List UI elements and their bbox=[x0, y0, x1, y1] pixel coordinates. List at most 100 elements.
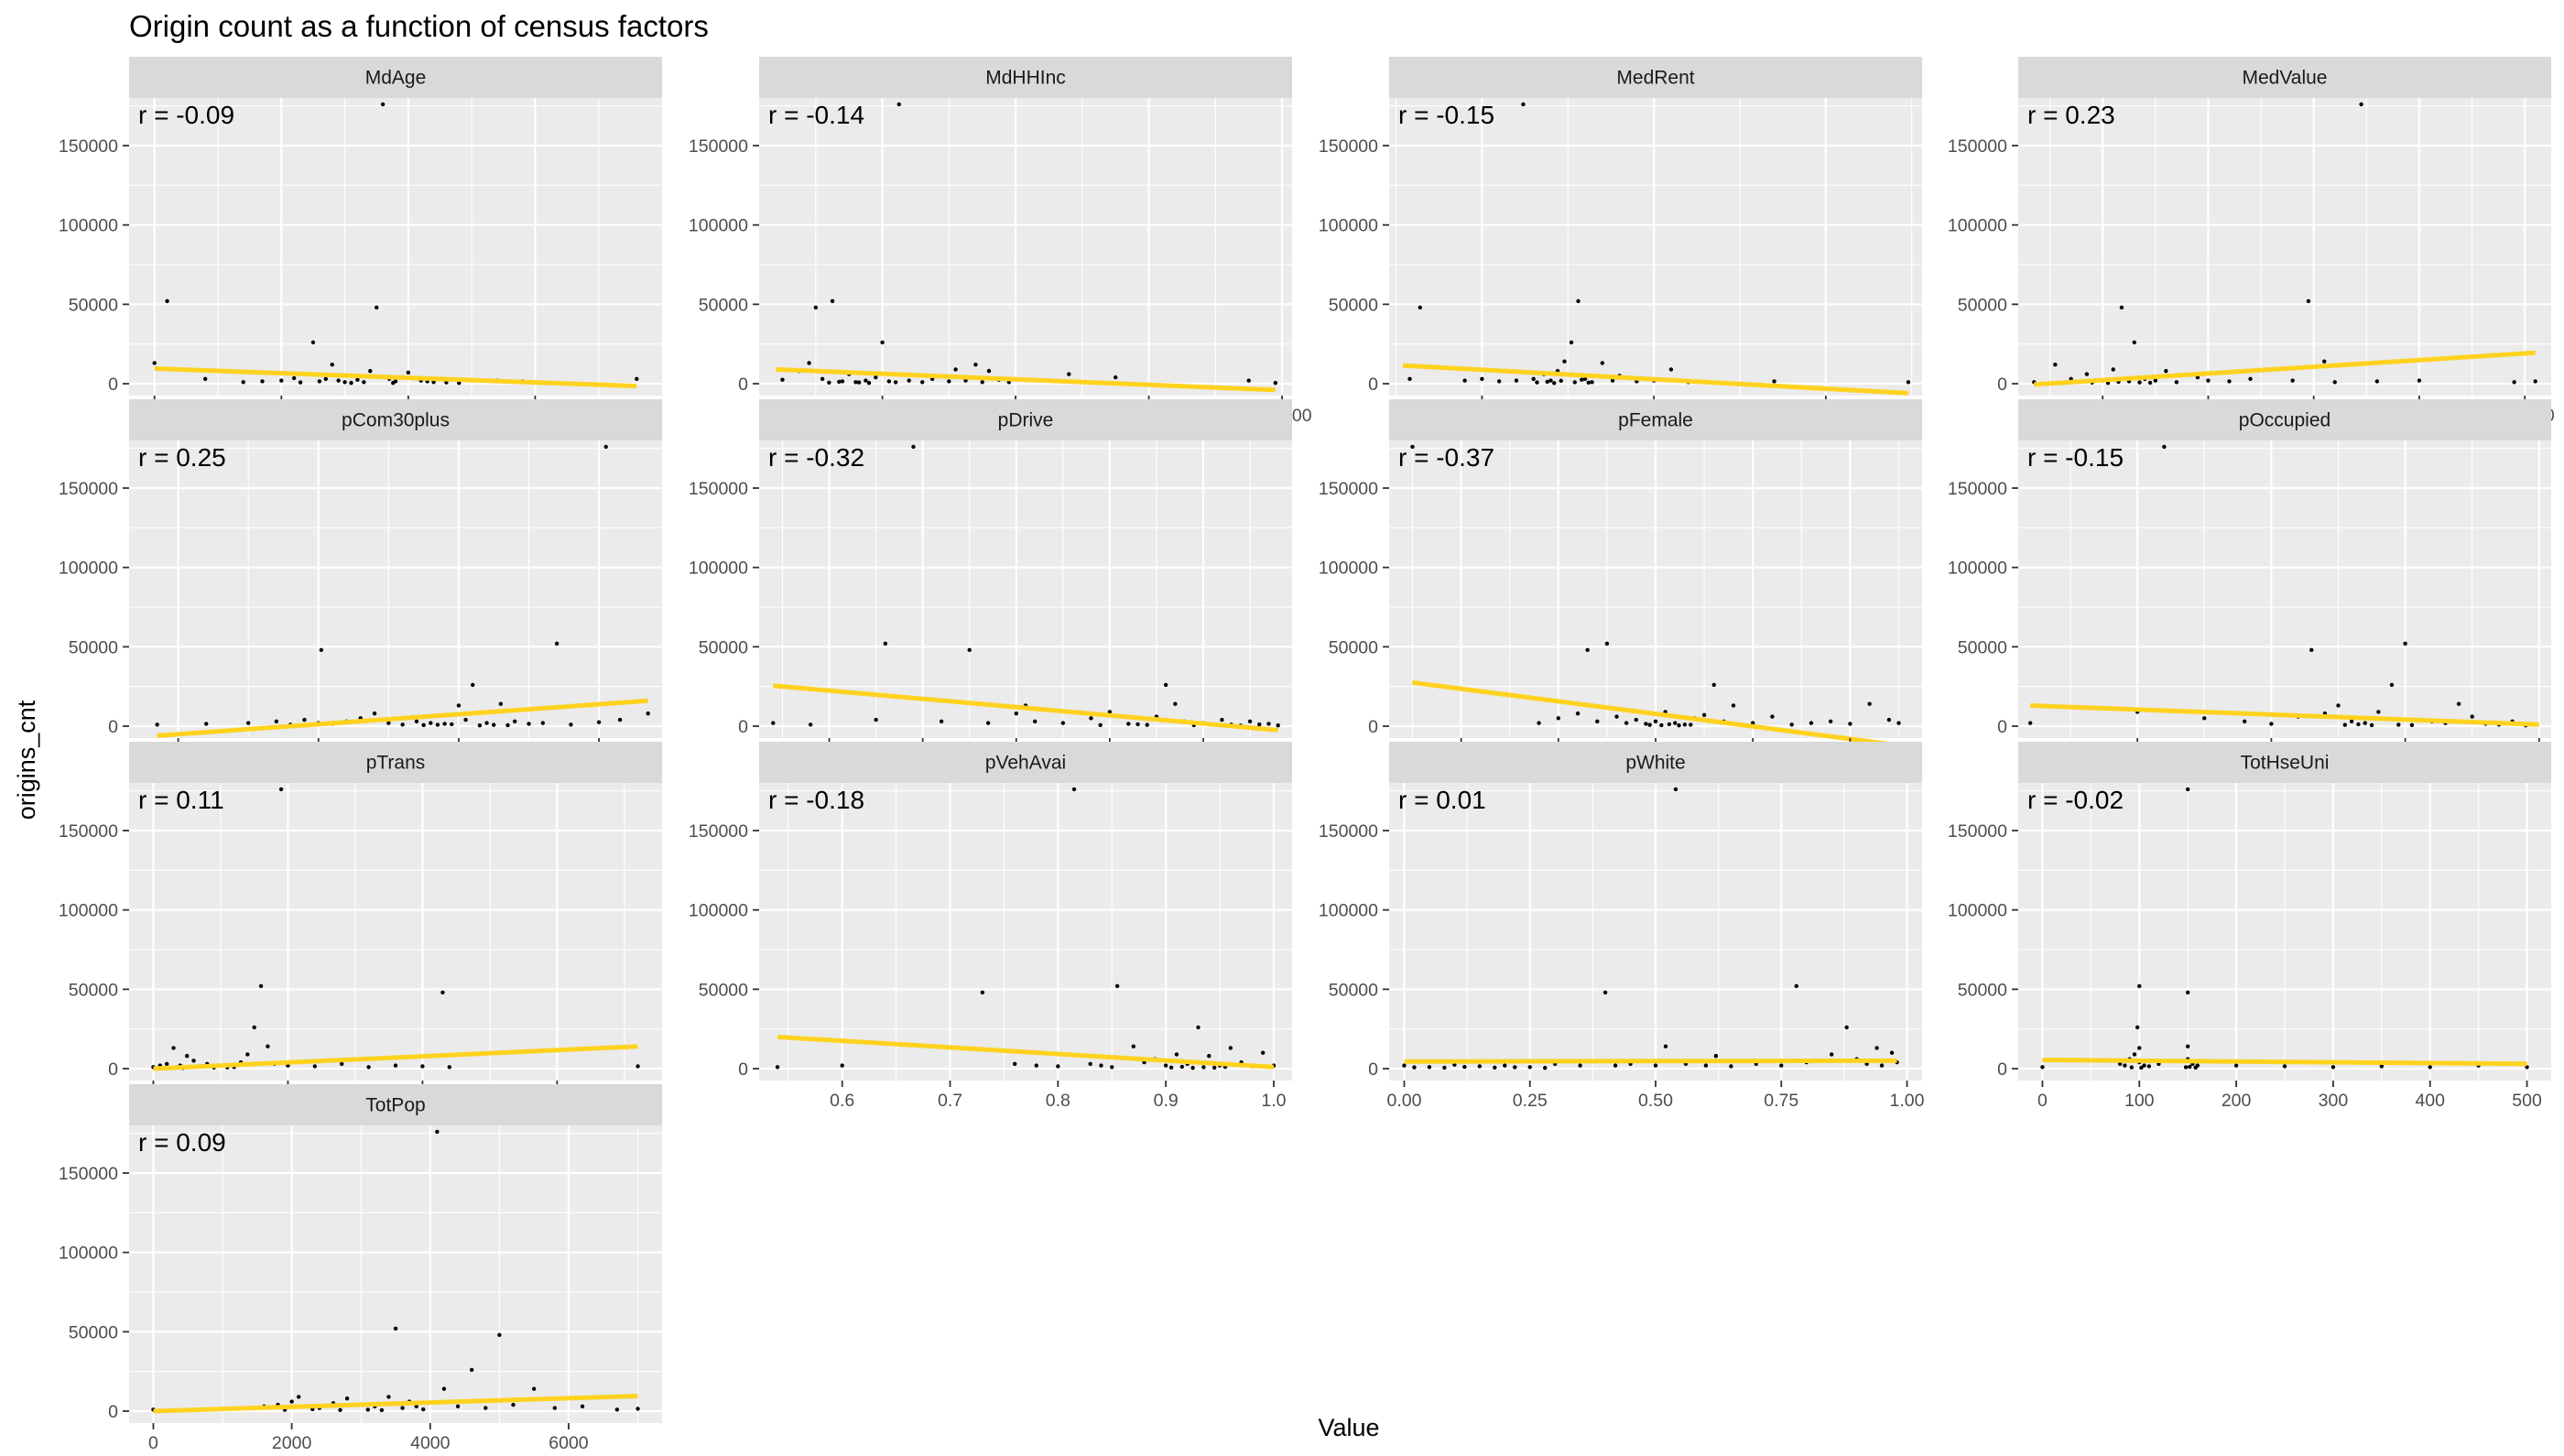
data-point bbox=[1257, 722, 1262, 727]
data-point bbox=[646, 711, 650, 716]
data-point bbox=[1513, 1065, 1517, 1070]
y-tick-label: 0 bbox=[1368, 375, 1378, 395]
data-point bbox=[2470, 714, 2474, 719]
facet-strip-label: pCom30plus bbox=[342, 410, 450, 431]
facet-strip-label: pOccupied bbox=[2239, 410, 2330, 431]
y-tick-label: 100000 bbox=[59, 1244, 118, 1264]
data-point bbox=[2137, 983, 2142, 989]
correlation-label: r = 0.09 bbox=[138, 1128, 226, 1157]
data-point bbox=[2417, 378, 2422, 383]
data-point bbox=[1585, 647, 1590, 652]
data-point bbox=[2162, 444, 2167, 450]
data-point bbox=[880, 340, 885, 345]
y-tick-label: 50000 bbox=[699, 295, 748, 315]
data-point bbox=[2185, 1044, 2190, 1049]
facet-strip-label: TotHseUni bbox=[2241, 753, 2330, 774]
data-point bbox=[1794, 983, 1798, 989]
data-point bbox=[1610, 378, 1615, 383]
x-tick-label: 2000 bbox=[272, 1433, 312, 1453]
data-point bbox=[2290, 378, 2295, 383]
x-tick-label: 0.6 bbox=[830, 1091, 854, 1111]
data-point bbox=[635, 376, 639, 381]
facet-strip bbox=[2018, 399, 2551, 440]
data-point bbox=[296, 1395, 301, 1399]
data-point bbox=[435, 1129, 440, 1135]
data-point bbox=[540, 721, 546, 725]
x-tick-label: 4000 bbox=[410, 1433, 451, 1453]
data-point bbox=[636, 1064, 640, 1069]
data-point bbox=[2403, 641, 2407, 647]
data-point bbox=[289, 1399, 294, 1404]
data-point bbox=[477, 723, 483, 728]
data-point bbox=[512, 719, 517, 723]
data-point bbox=[813, 305, 819, 310]
data-point bbox=[202, 376, 208, 381]
data-point bbox=[2227, 379, 2232, 384]
data-point bbox=[1829, 1052, 1834, 1057]
data-point bbox=[1098, 723, 1103, 727]
data-point bbox=[1247, 719, 1253, 723]
facet-totpop: TotPop r = 0.09 0 50000 100000 150000 0 2000 400… bbox=[59, 1084, 662, 1453]
facet-strip bbox=[1389, 742, 1922, 783]
data-point bbox=[896, 102, 901, 107]
facet-strip bbox=[129, 399, 662, 440]
data-point bbox=[498, 701, 504, 706]
y-tick-label: 50000 bbox=[69, 980, 118, 1000]
data-point bbox=[2512, 380, 2516, 385]
y-tick-label: 0 bbox=[108, 375, 118, 395]
data-point bbox=[1582, 376, 1588, 381]
data-point bbox=[2202, 716, 2207, 721]
data-point bbox=[260, 379, 265, 384]
data-point bbox=[1548, 378, 1553, 383]
data-point bbox=[1260, 1050, 1266, 1055]
data-point bbox=[393, 1063, 398, 1068]
regression-line bbox=[773, 683, 1278, 733]
regression-line bbox=[1412, 679, 1899, 748]
data-point bbox=[874, 717, 878, 723]
data-point bbox=[2330, 1065, 2336, 1070]
facet-panel-background bbox=[759, 98, 1292, 396]
data-point bbox=[2183, 1065, 2189, 1070]
data-point bbox=[1552, 381, 1557, 386]
data-point bbox=[1772, 379, 1776, 384]
data-point bbox=[2185, 990, 2190, 995]
facet-strip bbox=[129, 742, 662, 783]
data-point bbox=[1190, 1065, 1195, 1070]
y-tick-label: 0 bbox=[738, 1059, 748, 1080]
data-point bbox=[323, 376, 328, 381]
data-point bbox=[1521, 102, 1526, 107]
data-point bbox=[1828, 719, 1833, 723]
data-point bbox=[2309, 647, 2314, 652]
y-tick-label: 50000 bbox=[1958, 637, 2007, 657]
data-point bbox=[1126, 722, 1131, 726]
data-point bbox=[312, 1064, 318, 1069]
data-point bbox=[258, 983, 264, 989]
data-point bbox=[1578, 1063, 1582, 1068]
data-point bbox=[1575, 711, 1581, 716]
data-point bbox=[366, 1065, 371, 1070]
facet-panel-background bbox=[129, 783, 662, 1081]
data-point bbox=[2282, 1064, 2287, 1069]
data-point bbox=[380, 102, 386, 107]
x-tick-label: 200 bbox=[2222, 1091, 2252, 1111]
y-tick-label: 150000 bbox=[59, 1164, 118, 1184]
facet-strip-label: pVehAvai bbox=[985, 753, 1066, 774]
data-point bbox=[1543, 1065, 1548, 1070]
data-point bbox=[886, 379, 892, 384]
y-tick-label: 0 bbox=[108, 1059, 118, 1080]
data-point bbox=[1099, 1063, 1103, 1068]
data-point bbox=[1580, 377, 1584, 382]
data-point bbox=[2332, 380, 2337, 385]
data-point bbox=[2129, 1065, 2135, 1070]
data-point bbox=[596, 720, 602, 724]
data-point bbox=[939, 719, 944, 723]
data-point bbox=[1659, 723, 1664, 728]
correlation-label: r = -0.15 bbox=[1398, 101, 1494, 129]
data-point bbox=[1410, 444, 1415, 450]
data-point bbox=[266, 1044, 270, 1049]
data-point bbox=[2206, 378, 2211, 383]
